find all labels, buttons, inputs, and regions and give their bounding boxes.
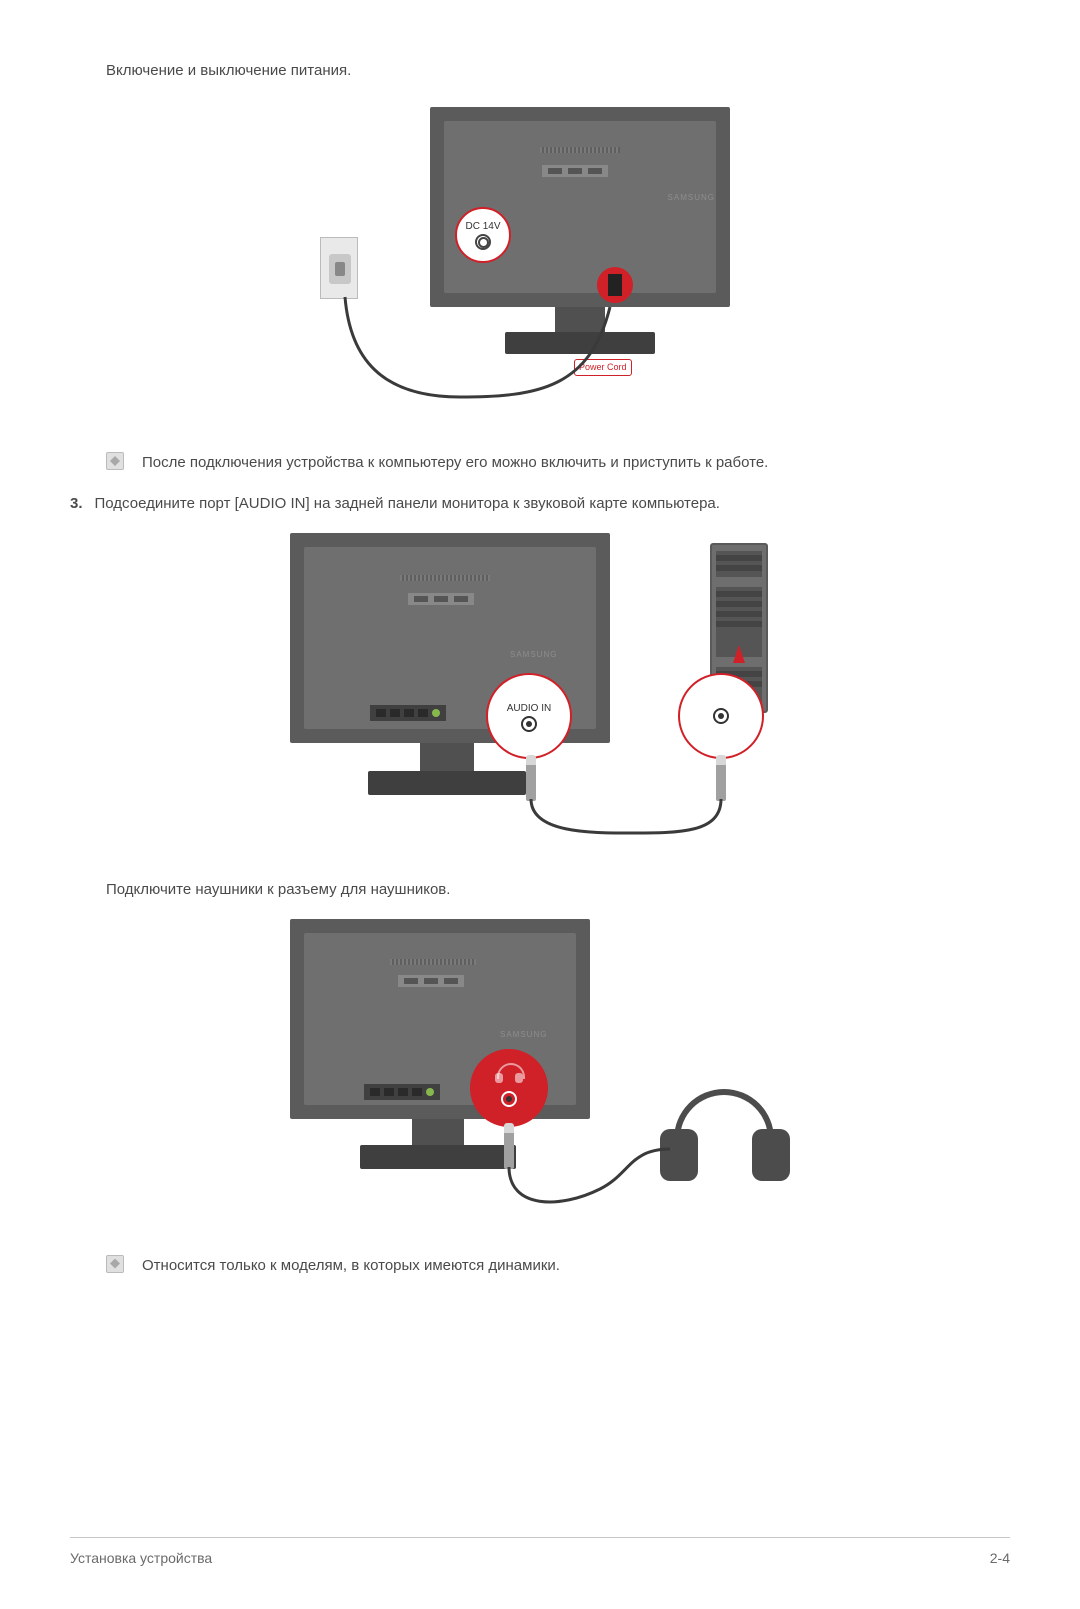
audio-in-callout: AUDIO IN bbox=[486, 673, 572, 759]
dc-label: DC 14V bbox=[465, 219, 500, 234]
pc-audio-callout bbox=[678, 673, 764, 759]
headphones-icon bbox=[660, 1089, 790, 1189]
note-icon bbox=[106, 452, 124, 470]
figure-audio: SAMSUNG AUDIO IN bbox=[70, 533, 1010, 851]
footer-page: 2-4 bbox=[990, 1548, 1010, 1569]
intro-text: Включение и выключение питания. bbox=[106, 60, 1010, 83]
figure-power-canvas: SAMSUNG DC 14V Power Cord bbox=[310, 107, 770, 417]
brand-label: SAMSUNG bbox=[500, 1029, 547, 1041]
step-number: 3. bbox=[70, 493, 83, 516]
jack-plug-headphones bbox=[504, 1123, 514, 1169]
dc-port-ring-icon bbox=[475, 234, 491, 250]
figure-headphones-canvas: SAMSUNG bbox=[290, 919, 790, 1219]
headphone-icon bbox=[494, 1063, 524, 1081]
brand-label: SAMSUNG bbox=[668, 192, 715, 204]
dc-callout: DC 14V bbox=[455, 207, 511, 263]
note-connect-pc: После подключения устройства к компьютер… bbox=[142, 452, 768, 475]
monitor-button-panel bbox=[542, 165, 608, 177]
headphone-text: Подключите наушники к разъему для наушни… bbox=[106, 879, 1010, 902]
note-speakers-only: Относится только к моделям, в которых им… bbox=[142, 1255, 560, 1278]
wall-outlet-icon bbox=[320, 237, 358, 299]
brand-label: SAMSUNG bbox=[510, 649, 557, 661]
figure-power: SAMSUNG DC 14V Power Cord bbox=[70, 107, 1010, 425]
monitor-button-panel bbox=[398, 975, 464, 987]
step-text: Подсоедините порт [AUDIO IN] на задней п… bbox=[95, 493, 720, 516]
dc-port-icon bbox=[608, 274, 622, 296]
pc-audio-port-icon bbox=[713, 708, 729, 724]
footer-section: Установка устройства bbox=[70, 1548, 212, 1569]
monitor-button-panel bbox=[408, 593, 474, 605]
figure-audio-canvas: SAMSUNG AUDIO IN bbox=[290, 533, 790, 843]
headphone-jack-callout bbox=[470, 1049, 548, 1127]
monitor-vent bbox=[540, 147, 620, 153]
monitor-body bbox=[430, 107, 730, 307]
monitor-vent bbox=[390, 959, 476, 965]
monitor-base bbox=[368, 771, 526, 795]
monitor-base bbox=[505, 332, 655, 354]
power-cord-label: Power Cord bbox=[574, 359, 632, 377]
jack-plug-pc bbox=[716, 755, 726, 801]
audio-in-label: AUDIO IN bbox=[507, 701, 551, 716]
figure-headphones: SAMSUNG bbox=[70, 919, 1010, 1227]
monitor-io-ports bbox=[364, 1084, 440, 1100]
monitor-io-ports bbox=[370, 705, 446, 721]
monitor-base bbox=[360, 1145, 516, 1169]
audio-port-icon bbox=[521, 716, 537, 732]
pc-arrow-icon bbox=[733, 645, 745, 663]
note-icon bbox=[106, 1255, 124, 1273]
headphone-port-icon bbox=[501, 1091, 517, 1107]
jack-plug-monitor bbox=[526, 755, 536, 801]
monitor-vent bbox=[400, 575, 490, 581]
